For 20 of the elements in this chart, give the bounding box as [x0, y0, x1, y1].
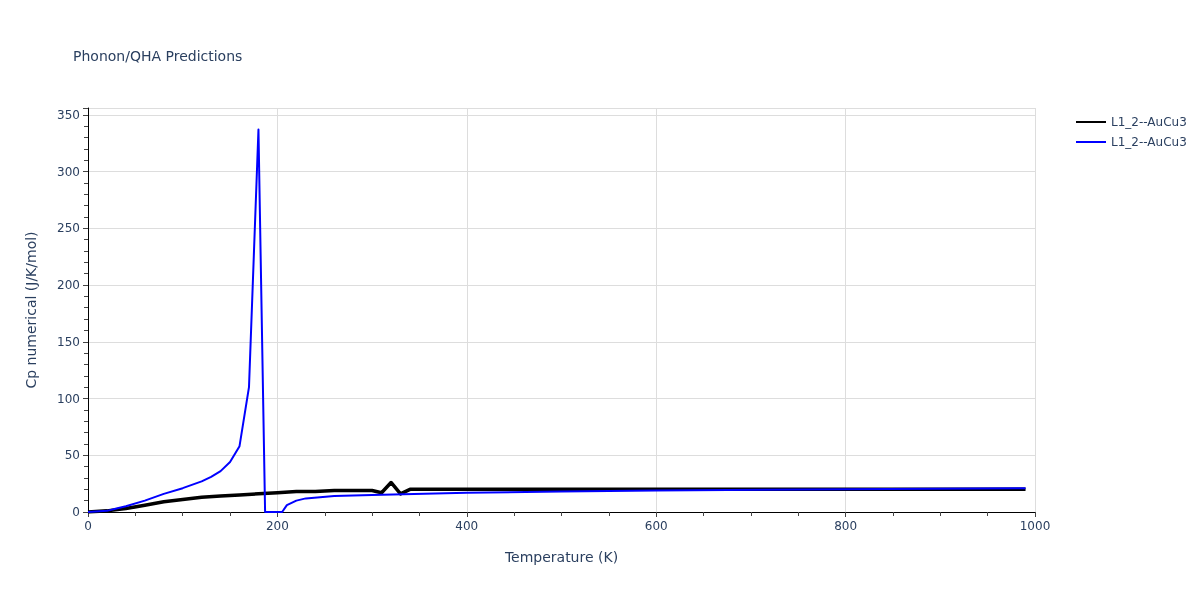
chart-title: Phonon/QHA Predictions	[73, 48, 243, 64]
x-tick-label: 1000	[1019, 519, 1051, 533]
y-tick-label: 300	[57, 164, 80, 179]
y-tick-label: 350	[57, 107, 80, 122]
legend-label: L1_2--AuCu3	[1111, 135, 1187, 149]
x-tick-label: 200	[265, 519, 289, 533]
y-tick-label: 100	[57, 391, 80, 406]
x-tick-label: 0	[84, 519, 92, 533]
x-axis-title: Temperature (K)	[503, 549, 619, 565]
y-tick-label: 200	[57, 278, 80, 293]
x-tick-label: 600	[644, 519, 668, 533]
legend-label: L1_2--AuCu3	[1111, 115, 1187, 129]
y-tick-label: 250	[57, 221, 80, 236]
y-tick-label: 0	[72, 505, 80, 519]
y-tick-label: 150	[57, 334, 80, 349]
y-tick-label: 50	[64, 448, 80, 463]
x-tick-label: 800	[834, 519, 858, 533]
y-axis-title: Cp numerical (J/K/mol)	[23, 231, 39, 389]
x-tick-label: 400	[455, 519, 479, 533]
line-series	[87, 128, 1027, 513]
